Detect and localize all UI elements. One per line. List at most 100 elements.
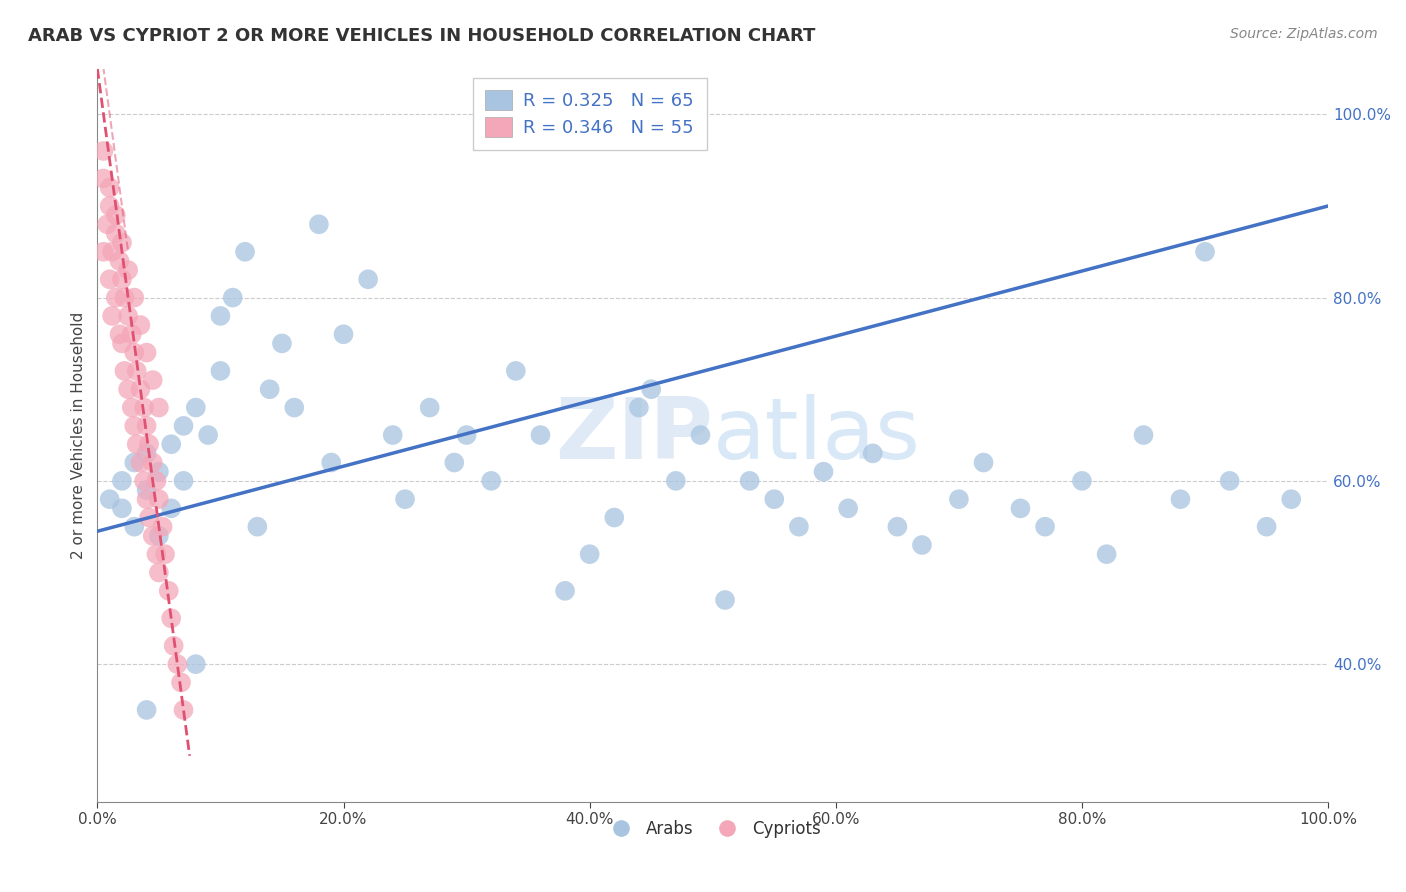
- Point: [283, 401, 305, 415]
- Y-axis label: 2 or more Vehicles in Household: 2 or more Vehicles in Household: [72, 311, 86, 558]
- Text: ZIP: ZIP: [555, 393, 713, 476]
- Point: [738, 474, 761, 488]
- Point: [111, 501, 134, 516]
- Point: [321, 456, 343, 470]
- Point: [1010, 501, 1032, 516]
- Point: [135, 446, 157, 460]
- Point: [135, 418, 157, 433]
- Point: [108, 327, 131, 342]
- Point: [101, 244, 124, 259]
- Text: atlas: atlas: [713, 393, 921, 476]
- Point: [129, 456, 152, 470]
- Point: [104, 291, 127, 305]
- Point: [124, 291, 146, 305]
- Point: [813, 465, 835, 479]
- Point: [138, 437, 160, 451]
- Point: [148, 566, 170, 580]
- Point: [505, 364, 527, 378]
- Point: [837, 501, 859, 516]
- Point: [1170, 492, 1192, 507]
- Point: [111, 235, 134, 250]
- Point: [973, 456, 995, 470]
- Point: [479, 474, 502, 488]
- Point: [134, 474, 156, 488]
- Point: [138, 510, 160, 524]
- Point: [665, 474, 688, 488]
- Point: [98, 199, 121, 213]
- Point: [124, 456, 146, 470]
- Point: [157, 583, 180, 598]
- Point: [1194, 244, 1216, 259]
- Point: [1095, 547, 1118, 561]
- Point: [142, 529, 165, 543]
- Point: [886, 519, 908, 533]
- Point: [173, 474, 195, 488]
- Point: [142, 373, 165, 387]
- Point: [160, 437, 183, 451]
- Point: [259, 382, 281, 396]
- Point: [129, 318, 152, 332]
- Point: [124, 519, 146, 533]
- Point: [98, 492, 121, 507]
- Point: [111, 336, 134, 351]
- Point: [93, 171, 115, 186]
- Point: [111, 272, 134, 286]
- Text: ARAB VS CYPRIOT 2 OR MORE VEHICLES IN HOUSEHOLD CORRELATION CHART: ARAB VS CYPRIOT 2 OR MORE VEHICLES IN HO…: [28, 27, 815, 45]
- Point: [1132, 428, 1154, 442]
- Point: [173, 418, 195, 433]
- Point: [233, 244, 256, 259]
- Point: [129, 382, 152, 396]
- Point: [153, 547, 176, 561]
- Point: [862, 446, 884, 460]
- Point: [1256, 519, 1278, 533]
- Point: [394, 492, 416, 507]
- Legend: Arabs, Cypriots: Arabs, Cypriots: [598, 814, 828, 845]
- Point: [381, 428, 404, 442]
- Point: [160, 501, 183, 516]
- Point: [148, 492, 170, 507]
- Point: [121, 327, 143, 342]
- Point: [104, 227, 127, 241]
- Point: [357, 272, 380, 286]
- Point: [135, 345, 157, 359]
- Point: [1219, 474, 1241, 488]
- Point: [145, 547, 167, 561]
- Point: [1071, 474, 1094, 488]
- Point: [443, 456, 465, 470]
- Point: [578, 547, 600, 561]
- Point: [124, 345, 146, 359]
- Point: [911, 538, 934, 552]
- Point: [603, 510, 626, 524]
- Point: [142, 456, 165, 470]
- Point: [554, 583, 576, 598]
- Point: [1279, 492, 1302, 507]
- Point: [98, 272, 121, 286]
- Point: [222, 291, 245, 305]
- Point: [246, 519, 269, 533]
- Point: [121, 401, 143, 415]
- Point: [148, 401, 170, 415]
- Point: [714, 593, 737, 607]
- Point: [166, 657, 188, 672]
- Point: [332, 327, 354, 342]
- Point: [173, 703, 195, 717]
- Point: [456, 428, 478, 442]
- Point: [170, 675, 193, 690]
- Point: [209, 309, 232, 323]
- Point: [308, 217, 330, 231]
- Point: [163, 639, 186, 653]
- Point: [184, 657, 207, 672]
- Point: [148, 465, 170, 479]
- Point: [134, 401, 156, 415]
- Point: [112, 291, 135, 305]
- Point: [112, 364, 135, 378]
- Point: [271, 336, 294, 351]
- Point: [117, 382, 139, 396]
- Point: [93, 144, 115, 158]
- Point: [145, 474, 167, 488]
- Point: [419, 401, 441, 415]
- Point: [948, 492, 970, 507]
- Point: [104, 208, 127, 222]
- Point: [689, 428, 711, 442]
- Point: [124, 418, 146, 433]
